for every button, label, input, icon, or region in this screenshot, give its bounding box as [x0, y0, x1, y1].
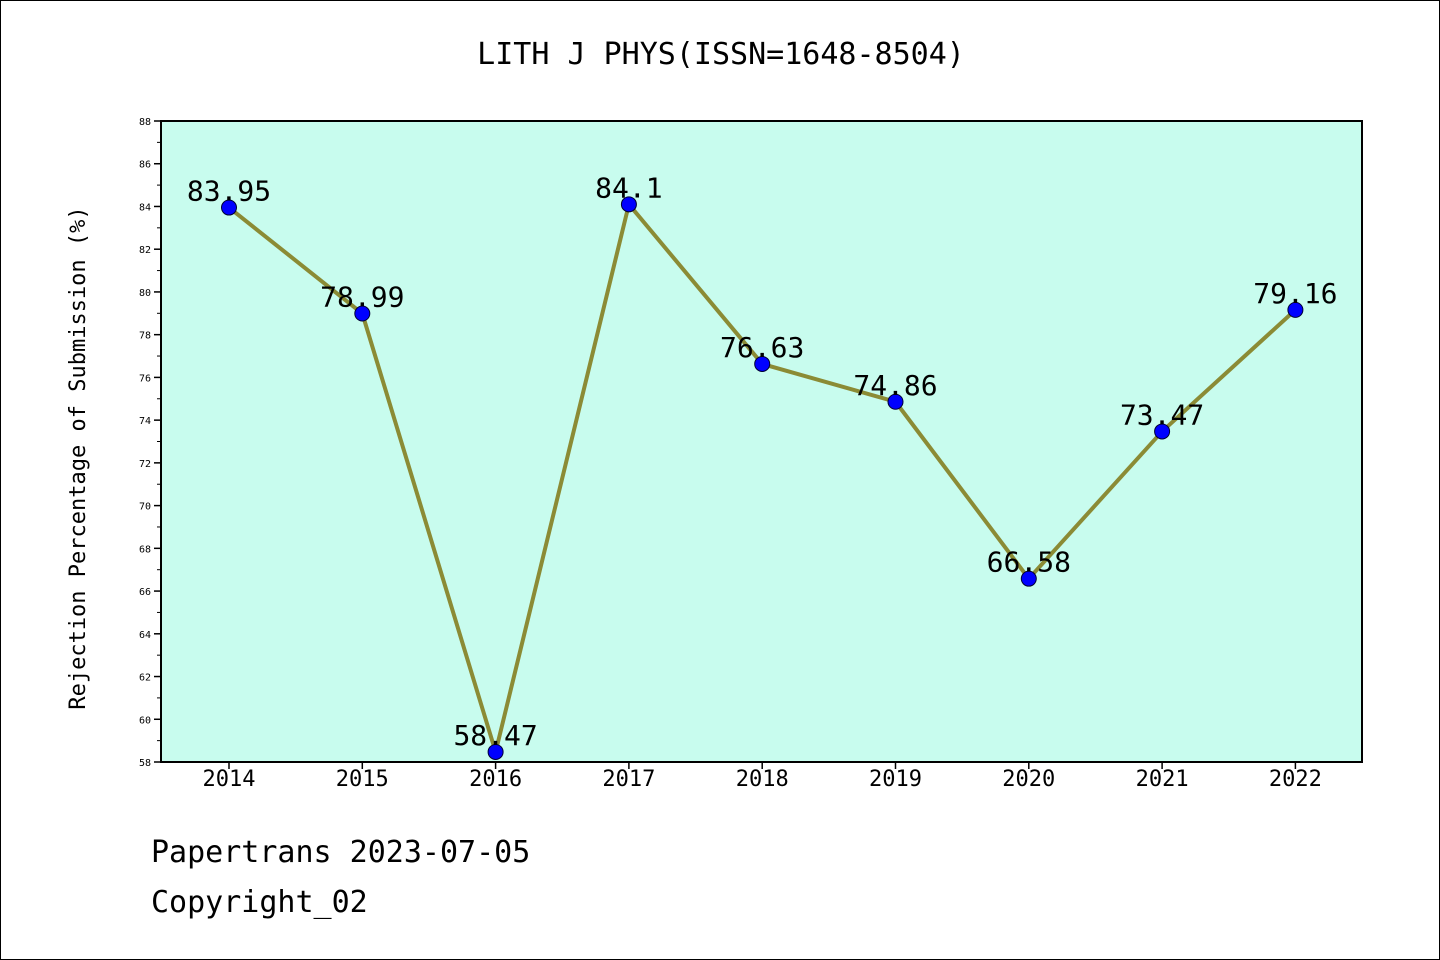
data-label: 84.1 — [595, 171, 662, 204]
x-tick-label: 2017 — [602, 767, 655, 792]
y-tick-label: 64 — [139, 630, 151, 641]
y-tick-label: 74 — [139, 416, 151, 427]
x-tick-label: 2019 — [869, 767, 922, 792]
x-tick-label: 2020 — [1002, 767, 1055, 792]
footer-date: Papertrans 2023-07-05 — [151, 835, 531, 870]
data-label: 58.47 — [453, 719, 537, 752]
data-point — [1020, 570, 1037, 587]
data-label: 76.63 — [720, 331, 804, 364]
data-label: 66.58 — [987, 546, 1071, 579]
x-axis: 2014 2015 2016 2017 2018 2019 2020 2021 2022 — [203, 762, 1322, 792]
series-rejection — [221, 196, 1304, 760]
y-tick-label: 72 — [139, 459, 151, 470]
footer-copyright: Copyright_02 — [151, 885, 368, 920]
data-point — [1287, 301, 1304, 318]
data-point — [487, 743, 504, 760]
data-label: 83.95 — [187, 175, 271, 208]
data-point — [354, 305, 371, 322]
y-tick-label: 82 — [139, 245, 151, 256]
y-axis: 58 60 62 64 66 68 70 72 74 76 78 80 82 84 86 88 — [139, 117, 161, 769]
data-point — [754, 355, 771, 372]
data-point — [887, 393, 904, 410]
x-tick-label: 2022 — [1269, 767, 1322, 792]
y-tick-label: 78 — [139, 331, 151, 342]
y-tick-label: 80 — [139, 288, 151, 299]
y-tick-label: 70 — [139, 502, 151, 513]
chart-title: LITH J PHYS(ISSN=1648-8504) — [477, 37, 965, 72]
y-tick-label: 60 — [139, 715, 151, 726]
data-point — [1154, 423, 1171, 440]
y-tick-label: 84 — [139, 202, 151, 213]
x-tick-label: 2018 — [736, 767, 789, 792]
y-axis-label: Rejection Percentage of Submission (%) — [66, 206, 91, 709]
y-tick-label: 68 — [139, 544, 151, 555]
x-tick-label: 2015 — [336, 767, 389, 792]
y-tick-label: 76 — [139, 373, 151, 384]
x-tick-label: 2014 — [203, 767, 256, 792]
data-label: 78.99 — [320, 281, 404, 314]
x-tick-label: 2016 — [469, 767, 522, 792]
data-label: 79.16 — [1253, 277, 1337, 310]
data-label: 74.86 — [853, 369, 937, 402]
y-tick-label: 88 — [139, 117, 151, 128]
y-tick-label: 86 — [139, 160, 151, 171]
data-labels: 83.95 78.99 58.47 84.1 76.63 74.86 66.58 73.47 7… — [187, 171, 1338, 752]
y-tick-label: 58 — [139, 758, 151, 769]
y-tick-label: 66 — [139, 587, 151, 598]
plot-area — [160, 120, 1363, 763]
y-tick-label: 62 — [139, 673, 151, 684]
data-point — [620, 196, 637, 213]
x-tick-label: 2021 — [1136, 767, 1189, 792]
data-point — [221, 199, 237, 216]
data-label: 73.47 — [1120, 398, 1204, 431]
